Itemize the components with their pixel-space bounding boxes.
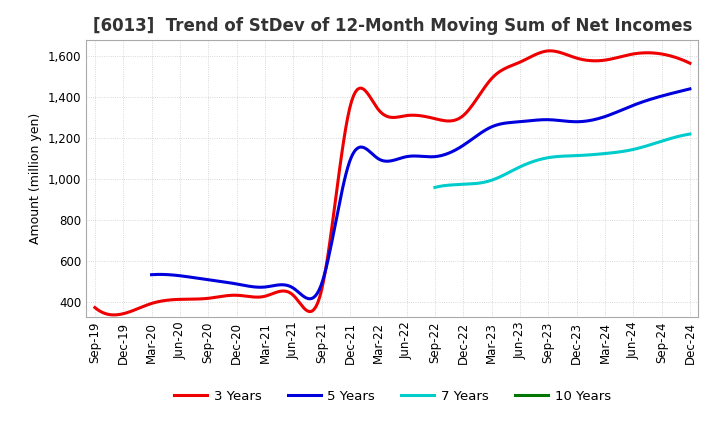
3 Years	[93, 307, 102, 312]
3 Years	[445, 118, 454, 124]
3 Years	[546, 48, 555, 54]
7 Years	[582, 153, 590, 158]
7 Years	[662, 137, 670, 143]
5 Years	[637, 100, 646, 105]
7 Years	[685, 132, 694, 137]
5 Years	[685, 86, 694, 92]
Title: [6013]  Trend of StDev of 12-Month Moving Sum of Net Incomes: [6013] Trend of StDev of 12-Month Moving…	[93, 17, 692, 35]
7 Years	[431, 185, 440, 190]
3 Years	[456, 114, 465, 120]
3 Years	[447, 118, 456, 124]
5 Years	[306, 296, 315, 301]
7 Years	[582, 152, 591, 158]
Line: 7 Years: 7 Years	[435, 134, 690, 187]
3 Years	[110, 312, 119, 318]
7 Years	[431, 185, 439, 190]
5 Years	[479, 129, 487, 134]
3 Years	[685, 61, 694, 66]
5 Years	[469, 135, 478, 140]
3 Years	[634, 51, 642, 56]
Line: 3 Years: 3 Years	[95, 51, 690, 315]
5 Years	[603, 113, 611, 118]
3 Years	[91, 305, 99, 310]
Legend: 3 Years, 5 Years, 7 Years, 10 Years: 3 Years, 5 Years, 7 Years, 10 Years	[168, 385, 616, 408]
7 Years	[587, 152, 595, 158]
3 Years	[596, 58, 605, 63]
7 Years	[646, 142, 654, 147]
Y-axis label: Amount (million yen): Amount (million yen)	[30, 113, 42, 244]
5 Years	[149, 272, 158, 277]
5 Years	[148, 272, 156, 277]
5 Years	[468, 136, 477, 142]
Line: 5 Years: 5 Years	[152, 89, 690, 299]
